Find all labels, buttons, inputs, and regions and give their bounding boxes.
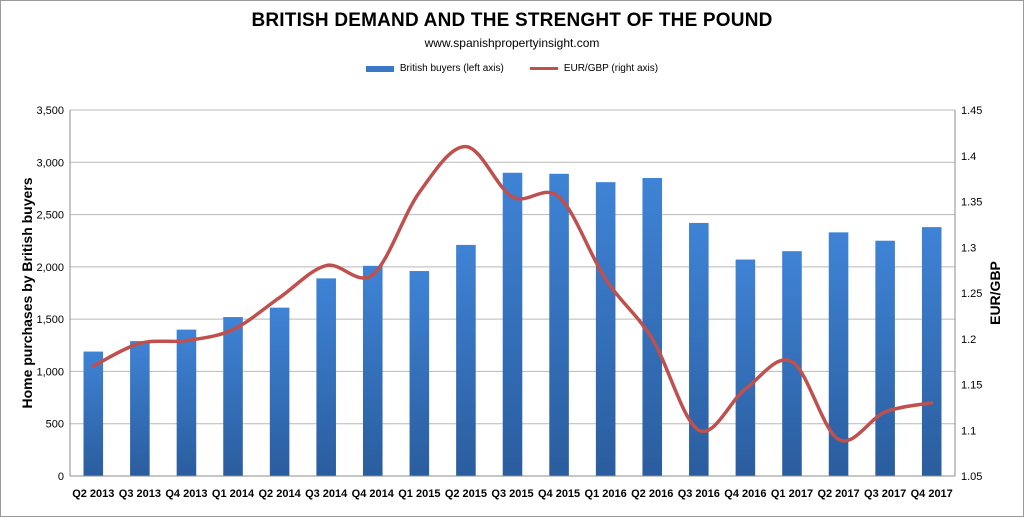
x-tick-label: Q3 2014: [305, 488, 348, 500]
right-axis-title: EUR/GBP: [987, 261, 1003, 325]
x-tick-label: Q2 2017: [817, 488, 859, 500]
y-tick-label: 2,000: [36, 262, 64, 274]
bar: [549, 173, 569, 476]
y-tick-label: 3,500: [36, 105, 64, 117]
bar: [828, 232, 849, 476]
chart-subtitle: www.spanishpropertyinsight.com: [424, 36, 600, 50]
axes: [69, 110, 956, 477]
chart-title: BRITISH DEMAND AND THE STRENGHT OF THE P…: [251, 10, 773, 31]
x-tick-label: Q3 2013: [119, 488, 161, 500]
x-tick-label: Q2 2015: [445, 488, 487, 500]
bar: [502, 172, 523, 476]
x-tick-label: Q3 2015: [491, 488, 533, 500]
bar: [409, 271, 430, 476]
legend-label-british-buyers: British buyers (left axis): [399, 63, 504, 74]
x-tick-label: Q4 2015: [538, 488, 580, 500]
bar: [83, 351, 104, 476]
y-tick-label: 3,000: [36, 157, 64, 169]
bar: [269, 307, 290, 476]
x-tick-label: Q4 2013: [165, 488, 207, 500]
legend: British buyers (left axis) EUR/GBP (righ…: [0, 63, 1024, 74]
y2-tick-label: 1.45: [961, 105, 982, 117]
y-tick-label: 0: [58, 471, 64, 483]
bar: [921, 227, 942, 476]
x-tick-label: Q2 2014: [259, 488, 302, 500]
y2-tick-label: 1.3: [961, 242, 976, 254]
bar: [875, 240, 895, 476]
x-tick-label: Q4 2016: [724, 488, 766, 500]
x-tick-label: Q1 2014: [212, 488, 255, 500]
y2-tick-label: 1.1: [961, 425, 976, 437]
y-tick-label: 2,500: [36, 210, 64, 222]
y2-tick-label: 1.2: [961, 334, 976, 346]
bar: [642, 177, 663, 476]
x-tick-label: Q1 2016: [585, 488, 627, 500]
bar-series: [83, 172, 942, 476]
y2-tick-label: 1.35: [961, 197, 982, 209]
y2-tick-label: 1.4: [961, 151, 976, 163]
legend-item-eurgbp: EUR/GBP (right axis): [529, 63, 659, 74]
bar: [595, 182, 616, 476]
x-tick-label: Q4 2014: [352, 488, 395, 500]
legend-item-british-buyers: British buyers (left axis): [365, 63, 504, 74]
y2-tick-label: 1.15: [961, 380, 982, 392]
x-tick-label: Q3 2017: [864, 488, 906, 500]
bar: [176, 329, 197, 476]
bar: [689, 222, 709, 476]
bar: [735, 259, 756, 476]
legend-bar-swatch: [365, 65, 394, 72]
y-tick-label: 1,000: [36, 366, 64, 378]
y2-tick-label: 1.05: [961, 471, 982, 483]
legend-label-eurgbp: EUR/GBP (right axis): [563, 63, 659, 74]
x-tick-label: Q1 2015: [398, 488, 440, 500]
eurgbp-line: [91, 144, 934, 443]
x-tick-label: Q3 2016: [678, 488, 720, 500]
x-tick-label: Q1 2017: [771, 488, 813, 500]
right-axis-ticks: 1.05 1.1 1.15 1.2 1.25 1.3 1.35 1.4 1.45: [961, 105, 982, 483]
legend-line-swatch: [529, 67, 558, 70]
y-tick-label: 500: [46, 419, 64, 431]
category-labels: Q2 2013 Q3 2013 Q4 2013 Q1 2014 Q2 2014 Q3 20…: [72, 488, 953, 500]
bar: [130, 341, 150, 476]
bar: [362, 265, 383, 476]
x-tick-label: Q4 2017: [911, 488, 953, 500]
x-tick-label: Q2 2016: [631, 488, 673, 500]
bar: [223, 317, 243, 476]
x-tick-label: Q2 2013: [72, 488, 114, 500]
y2-tick-label: 1.25: [961, 288, 982, 300]
y-tick-label: 1,500: [36, 314, 64, 326]
bar: [316, 278, 336, 476]
left-axis-ticks: 0 500 1,000 1,500 2,000 2,500 3,000 3,500: [36, 105, 64, 483]
bar: [456, 244, 476, 476]
left-axis-title: Home purchases by British buyers: [19, 177, 35, 408]
